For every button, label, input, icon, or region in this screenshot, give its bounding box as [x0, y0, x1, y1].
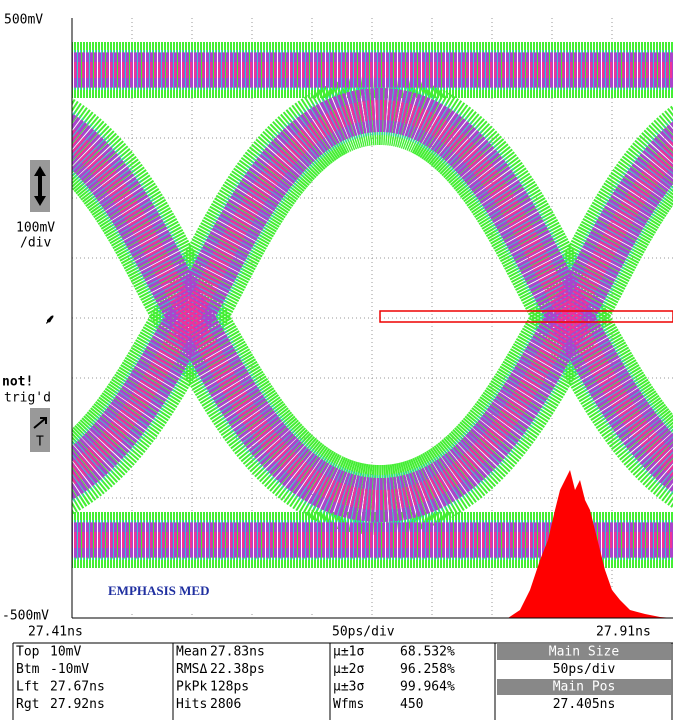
- table-cell: Wfms: [333, 697, 364, 712]
- table-cell: 99.964%: [400, 680, 455, 695]
- y-top-label: 500mV: [4, 13, 43, 28]
- scope-screen: 500mV 100mV /div ⸙ not! trig'd T EMPHASI…: [0, 0, 673, 720]
- table-cell: 27.405ns: [553, 697, 616, 712]
- table-cell: 450: [400, 697, 423, 712]
- table-cell: μ±2σ: [333, 662, 364, 677]
- annotation: EMPHASIS MED: [108, 583, 209, 598]
- table-cell: 96.258%: [400, 662, 455, 677]
- table-cell: μ±1σ: [333, 645, 364, 660]
- table-cell: Lft: [16, 680, 39, 695]
- y-scale-label: 100mV: [16, 221, 55, 236]
- table-cell: 2806: [210, 697, 241, 712]
- table-cell: 128ps: [210, 680, 249, 695]
- table-cell: Main Size: [549, 645, 620, 660]
- table-cell: Hits: [176, 697, 207, 712]
- table-cell: Main Pos: [553, 680, 616, 695]
- y-bottom-label: -500mV: [2, 609, 49, 624]
- table-cell: Btm: [16, 662, 40, 677]
- table-cell: RMSΔ: [176, 662, 207, 677]
- y-scale-unit: /div: [20, 236, 51, 251]
- table-cell: 27.83ns: [210, 645, 265, 660]
- table-cell: Mean: [176, 645, 207, 660]
- table-cell: 50ps/div: [553, 662, 616, 677]
- table-cell: PkPk: [176, 680, 207, 695]
- table-cell: 10mV: [50, 645, 81, 660]
- trigger-status: not!: [2, 375, 33, 390]
- table-cell: 22.38ps: [210, 662, 265, 677]
- table-cell: 27.67ns: [50, 680, 105, 695]
- table-cell: -10mV: [50, 662, 89, 677]
- table-cell: μ±3σ: [333, 680, 364, 695]
- trigger-icon-label: T: [36, 435, 44, 450]
- x-right-label: 27.91ns: [596, 625, 651, 640]
- table-cell: 27.92ns: [50, 697, 105, 712]
- table-cell: Top: [16, 645, 40, 660]
- x-left-label: 27.41ns: [28, 625, 83, 640]
- x-scale-label: 50ps/div: [332, 625, 395, 640]
- trigger-status-2: trig'd: [4, 391, 51, 406]
- trigger-icon: ⸙: [44, 313, 54, 328]
- table-cell: 68.532%: [400, 645, 455, 660]
- table-cell: Rgt: [16, 697, 39, 712]
